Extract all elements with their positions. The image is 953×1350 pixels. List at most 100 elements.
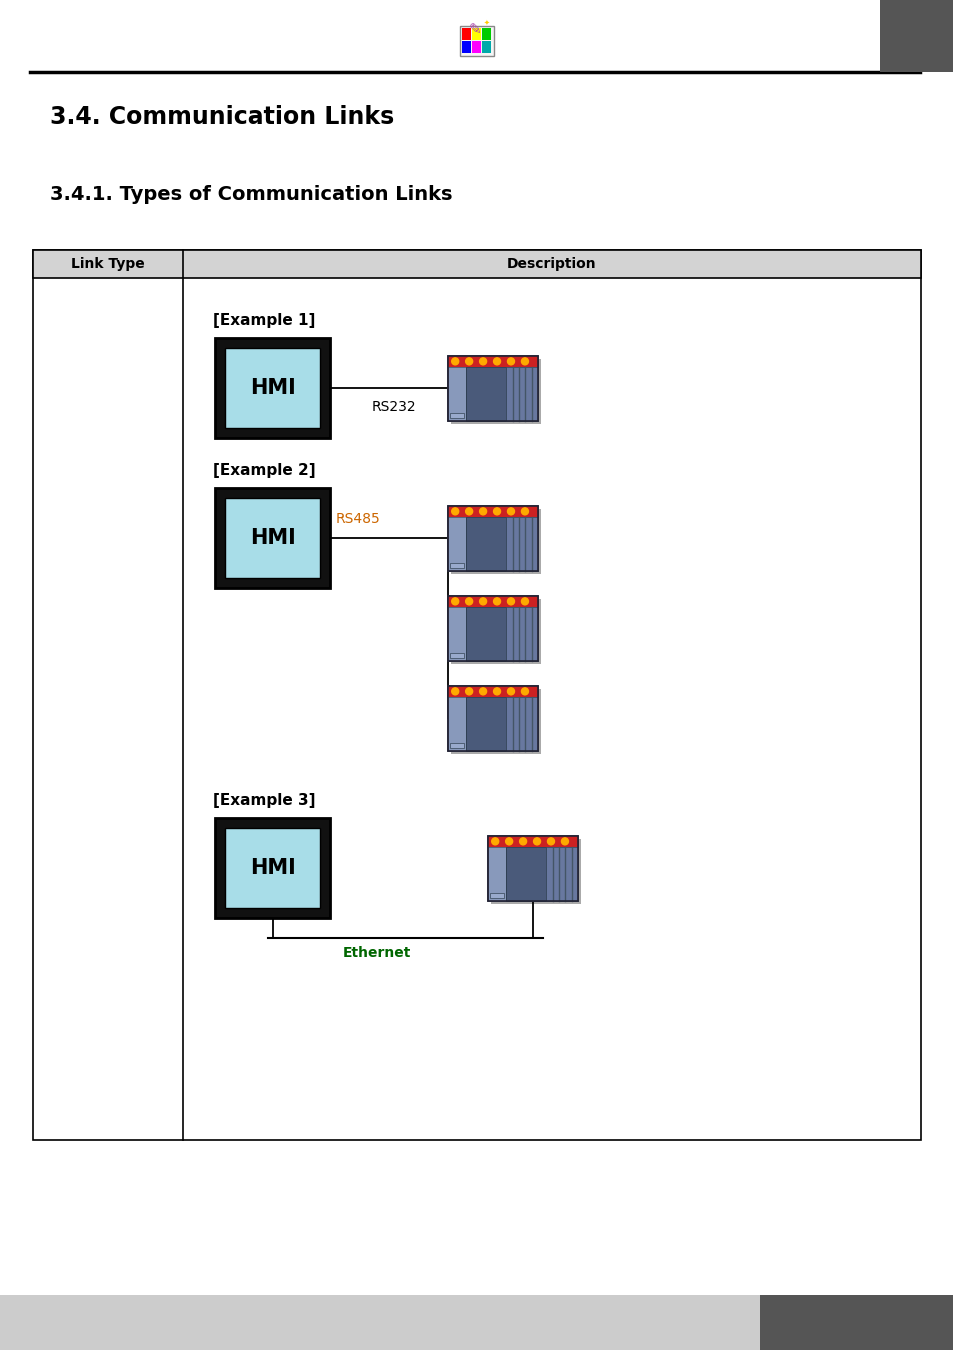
Circle shape bbox=[561, 838, 568, 845]
Bar bbox=[450, 743, 463, 748]
Bar bbox=[451, 359, 540, 424]
Bar bbox=[215, 338, 330, 437]
Circle shape bbox=[507, 508, 514, 514]
Bar bbox=[472, 28, 480, 40]
Text: RS232: RS232 bbox=[372, 400, 416, 414]
Bar bbox=[448, 595, 537, 660]
Text: [Example 1]: [Example 1] bbox=[213, 313, 315, 328]
Circle shape bbox=[505, 838, 512, 845]
Bar bbox=[33, 250, 920, 1139]
Text: RS485: RS485 bbox=[335, 512, 380, 526]
Text: Description: Description bbox=[507, 256, 597, 271]
Bar bbox=[879, 0, 953, 72]
Bar bbox=[488, 836, 578, 900]
Circle shape bbox=[465, 358, 472, 364]
Circle shape bbox=[465, 508, 472, 514]
Circle shape bbox=[491, 838, 498, 845]
Bar bbox=[505, 848, 546, 900]
Circle shape bbox=[479, 688, 486, 695]
Circle shape bbox=[465, 598, 472, 605]
Bar bbox=[448, 505, 537, 517]
Circle shape bbox=[493, 508, 500, 514]
Bar bbox=[448, 517, 465, 571]
Circle shape bbox=[521, 508, 528, 514]
Bar bbox=[461, 40, 471, 53]
Bar bbox=[488, 836, 578, 900]
Bar bbox=[461, 28, 471, 40]
Circle shape bbox=[479, 358, 486, 364]
Bar bbox=[448, 697, 465, 751]
Bar bbox=[465, 367, 506, 420]
Circle shape bbox=[479, 598, 486, 605]
Bar bbox=[33, 250, 920, 278]
Bar bbox=[225, 498, 320, 578]
Bar bbox=[448, 686, 537, 751]
Bar bbox=[465, 608, 506, 660]
Bar bbox=[488, 848, 505, 900]
Circle shape bbox=[521, 598, 528, 605]
Bar bbox=[546, 848, 578, 900]
Circle shape bbox=[493, 688, 500, 695]
Circle shape bbox=[451, 688, 458, 695]
Text: [Example 2]: [Example 2] bbox=[213, 463, 315, 478]
Text: HMI: HMI bbox=[250, 859, 295, 878]
Circle shape bbox=[507, 688, 514, 695]
Bar bbox=[215, 487, 330, 589]
Bar bbox=[506, 367, 537, 420]
Circle shape bbox=[465, 688, 472, 695]
Bar bbox=[459, 26, 494, 55]
Text: 3.4.1. Types of Communication Links: 3.4.1. Types of Communication Links bbox=[50, 185, 452, 204]
Bar bbox=[490, 892, 503, 898]
Circle shape bbox=[451, 358, 458, 364]
Bar bbox=[450, 563, 463, 568]
Bar bbox=[451, 509, 540, 574]
Text: 3.4. Communication Links: 3.4. Communication Links bbox=[50, 105, 394, 130]
Text: Link Type: Link Type bbox=[71, 256, 145, 271]
Circle shape bbox=[521, 358, 528, 364]
Bar bbox=[225, 348, 320, 428]
Circle shape bbox=[451, 598, 458, 605]
Bar bbox=[472, 40, 480, 53]
Bar bbox=[225, 828, 320, 909]
Bar bbox=[506, 608, 537, 660]
Bar bbox=[0, 1295, 953, 1350]
Text: ✎: ✎ bbox=[468, 22, 481, 36]
Bar bbox=[448, 686, 537, 751]
Bar bbox=[448, 595, 537, 608]
Bar bbox=[448, 367, 465, 420]
Text: [Example 3]: [Example 3] bbox=[213, 792, 315, 809]
Bar bbox=[465, 697, 506, 751]
Bar bbox=[448, 505, 537, 571]
Circle shape bbox=[451, 508, 458, 514]
Bar bbox=[451, 688, 540, 753]
Circle shape bbox=[533, 838, 540, 845]
Circle shape bbox=[519, 838, 526, 845]
Bar bbox=[450, 413, 463, 418]
Circle shape bbox=[493, 358, 500, 364]
Circle shape bbox=[507, 358, 514, 364]
Bar bbox=[448, 355, 537, 420]
Circle shape bbox=[507, 598, 514, 605]
Circle shape bbox=[479, 508, 486, 514]
Circle shape bbox=[493, 598, 500, 605]
Bar bbox=[448, 686, 537, 697]
Bar bbox=[448, 595, 537, 660]
Bar bbox=[465, 517, 506, 571]
Bar bbox=[506, 517, 537, 571]
Bar bbox=[450, 652, 463, 657]
Bar bbox=[451, 598, 540, 663]
Text: HMI: HMI bbox=[250, 378, 295, 398]
Circle shape bbox=[547, 838, 554, 845]
Bar bbox=[448, 505, 537, 571]
Bar bbox=[481, 40, 491, 53]
Bar bbox=[488, 836, 578, 848]
Bar bbox=[448, 355, 537, 420]
Bar bbox=[448, 608, 465, 660]
Bar bbox=[491, 838, 580, 903]
Bar bbox=[448, 355, 537, 367]
Bar bbox=[760, 1295, 953, 1350]
Bar bbox=[506, 697, 537, 751]
Circle shape bbox=[521, 688, 528, 695]
Text: ✦: ✦ bbox=[483, 20, 490, 26]
Bar bbox=[215, 818, 330, 918]
